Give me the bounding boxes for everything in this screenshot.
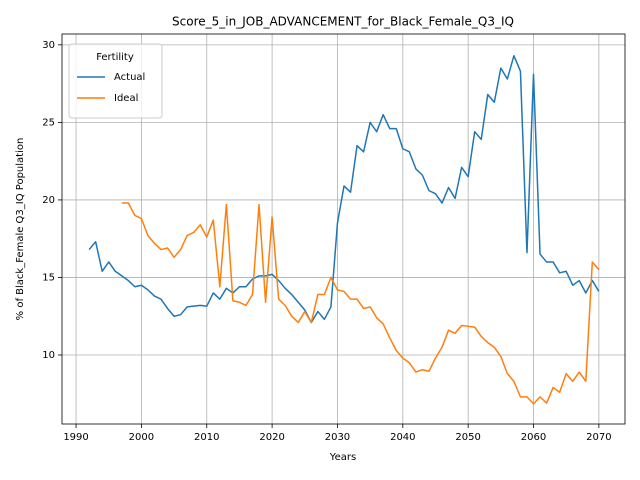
x-tick-label: 2030: [325, 432, 350, 443]
x-tick-label: 2060: [521, 432, 546, 443]
x-axis-label: Years: [329, 452, 356, 463]
x-tick-label: 2020: [259, 432, 284, 443]
axes-frame: [61, 33, 626, 425]
data-line: [88, 54, 600, 324]
x-tick-label: 2050: [455, 432, 480, 443]
y-tick-label: 30: [42, 40, 55, 51]
legend-box: [68, 43, 163, 119]
legend-label: Actual: [114, 72, 145, 83]
y-axis-label: % of Black_Female Q3_IQ Population: [15, 138, 26, 321]
x-tick-label: 1990: [63, 432, 88, 443]
chart-title: Score_5_in_JOB_ADVANCEMENT_for_Black_Fem…: [172, 15, 514, 29]
y-tick-label: 10: [42, 350, 55, 361]
data-line: [121, 202, 600, 405]
x-tick-label: 2070: [586, 432, 611, 443]
y-tick-label: 25: [42, 117, 55, 128]
legend-label: Ideal: [114, 93, 138, 104]
x-tick-label: 2000: [129, 432, 154, 443]
y-tick-label: 20: [42, 195, 55, 206]
y-tick-label: 15: [42, 272, 55, 283]
legend-title: Fertility: [96, 52, 134, 63]
x-tick-label: 2010: [194, 432, 219, 443]
x-tick-label: 2040: [390, 432, 415, 443]
